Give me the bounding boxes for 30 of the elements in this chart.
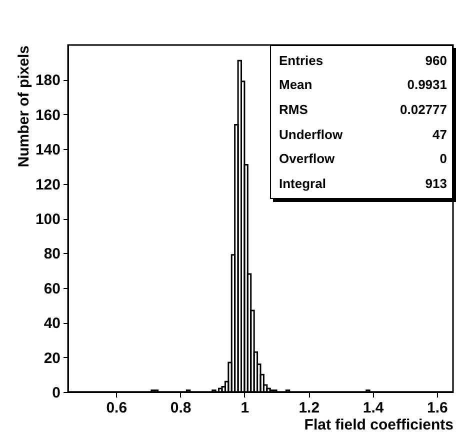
y-tick-label: 40 (44, 315, 60, 332)
annotation: 0.9931 (407, 77, 447, 92)
annotation: Underflow (279, 126, 343, 142)
y-axis-title: Number of pixels (15, 46, 32, 168)
annotation: 47 (432, 126, 447, 142)
y-tick-label: 20 (44, 350, 60, 367)
y-tick-label: 120 (35, 176, 60, 194)
annotation: Entries (279, 52, 324, 68)
x-axis-title: Flat field coefficients (304, 416, 454, 434)
y-tick-label: 140 (35, 142, 60, 159)
annotation: Integral (279, 176, 326, 192)
annotation: RMS (279, 102, 308, 118)
x-tick-label: 1.4 (362, 400, 384, 416)
annotation: 0.02777 (400, 102, 447, 118)
y-tick-label: 100 (35, 211, 60, 228)
annotation: 960 (425, 52, 447, 68)
x-tick-label: 1.6 (427, 400, 448, 416)
y-tick-label: 0 (52, 384, 60, 402)
annotation: Overflow (279, 151, 335, 166)
annotation: 913 (425, 176, 447, 192)
y-tick-label: 180 (35, 72, 60, 90)
x-tick-label: 0.6 (106, 400, 128, 416)
y-tick-label: 160 (35, 106, 60, 124)
y-tick-label: 60 (44, 280, 60, 298)
x-tick-label: 0.8 (170, 400, 192, 416)
x-tick-label: 1 (240, 400, 250, 416)
x-tick-label: 1.2 (298, 400, 320, 416)
annotation: 0 (440, 151, 447, 166)
annotation: Mean (279, 77, 312, 92)
y-tick-label: 80 (44, 246, 60, 263)
